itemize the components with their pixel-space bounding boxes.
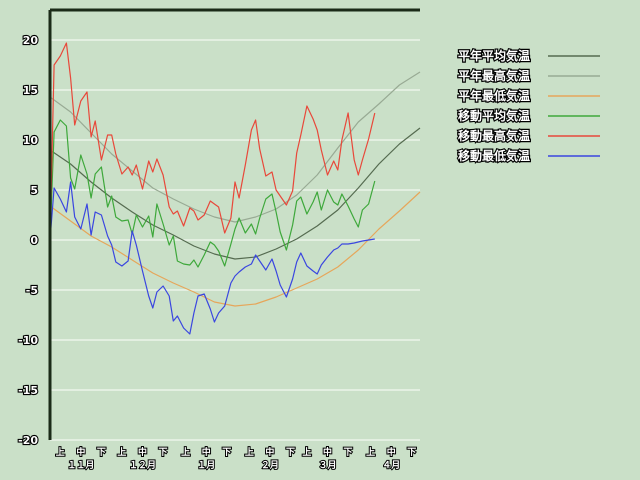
series-line-6 [49, 181, 375, 335]
x-tick-label: 中 [323, 446, 332, 458]
y-tick-label: 0 [30, 234, 38, 247]
series-lines [49, 42, 421, 335]
x-month-label: １１月 [67, 460, 94, 471]
legend-label: 平年最低気温 [458, 88, 530, 103]
legend-label: 移動平均気温 [458, 108, 530, 123]
x-tick-label: 中 [138, 446, 147, 458]
x-tick-labels: 上中下上中下上中下上中下上中下上中下１１月 １２月 １月 ２月 ３月 ４月 [55, 445, 418, 472]
x-tick-label: 上 [366, 446, 375, 458]
x-tick-label: 上 [245, 446, 254, 458]
x-month-label: １月 [197, 460, 215, 471]
series-line-3 [49, 191, 421, 307]
x-tick-label: 下 [159, 447, 168, 458]
x-month-label: ３月 [318, 460, 336, 471]
series-line-4 [49, 119, 376, 268]
x-tick-label: 中 [387, 446, 396, 458]
legend-label: 平年平均気温 [458, 48, 530, 63]
y-tick-label: 10 [23, 134, 39, 147]
x-tick-label: 中 [76, 446, 85, 458]
x-tick-label: 上 [117, 446, 126, 458]
x-tick-label: 下 [407, 447, 416, 458]
y-tick-label: 5 [30, 184, 38, 197]
x-month-label: ４月 [382, 460, 400, 471]
y-tick-label: -10 [18, 334, 38, 347]
x-tick-label: 中 [202, 446, 211, 458]
x-tick-label: 下 [286, 447, 295, 458]
legend-label: 移動最高気温 [458, 128, 530, 143]
x-tick-label: 上 [56, 446, 65, 458]
y-tick-label: -5 [26, 284, 38, 297]
y-tick-label: 15 [23, 84, 38, 97]
series-line-2 [49, 71, 421, 223]
x-tick-label: 下 [97, 447, 106, 458]
axes [48, 8, 420, 440]
y-tick-label: -15 [18, 384, 38, 397]
y-tick-label: -20 [18, 434, 38, 447]
x-month-label: ２月 [261, 460, 279, 471]
x-tick-label: 下 [344, 447, 353, 458]
y-tick-label: 20 [23, 34, 39, 47]
x-tick-label: 下 [222, 447, 231, 458]
series-line-5 [49, 42, 376, 241]
y-tick-labels: 20 15 10 5 0 -5 -10 -15 -20 [17, 33, 39, 448]
legend-label: 平年最高気温 [458, 68, 530, 83]
grid-lines [50, 39, 420, 441]
x-tick-label: 上 [302, 446, 311, 458]
x-tick-label: 中 [265, 446, 274, 458]
legend-label: 移動最低気温 [458, 148, 530, 163]
x-month-label: １２月 [129, 460, 156, 471]
x-tick-label: 上 [181, 446, 190, 458]
